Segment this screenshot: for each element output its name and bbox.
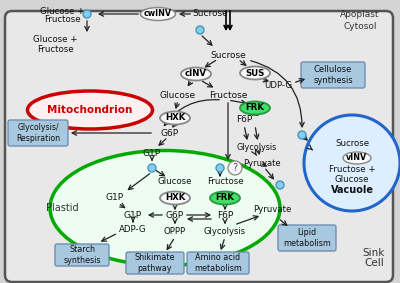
Text: Fructose +: Fructose +	[329, 166, 375, 175]
Text: Pyruvate: Pyruvate	[253, 205, 291, 215]
Text: Starch
synthesis: Starch synthesis	[63, 245, 101, 265]
Text: Cellulose
synthesis: Cellulose synthesis	[313, 65, 353, 85]
Text: Glycolysis: Glycolysis	[204, 228, 246, 237]
Text: Glucose: Glucose	[335, 175, 369, 183]
FancyBboxPatch shape	[187, 252, 249, 274]
Text: ADP-G: ADP-G	[119, 226, 147, 235]
Circle shape	[276, 181, 284, 189]
Text: ?: ?	[232, 163, 238, 173]
Ellipse shape	[343, 152, 371, 164]
Ellipse shape	[160, 112, 190, 125]
Text: HXK: HXK	[165, 194, 185, 203]
Text: Sucrose: Sucrose	[335, 138, 369, 147]
Text: UDP-G: UDP-G	[264, 80, 292, 89]
Ellipse shape	[240, 102, 270, 115]
Text: cINV: cINV	[185, 70, 207, 78]
Text: FRK: FRK	[216, 194, 234, 203]
Text: Fructose: Fructose	[37, 44, 73, 53]
Text: F6P: F6P	[217, 211, 233, 220]
Ellipse shape	[240, 67, 270, 80]
Text: Sucrose: Sucrose	[210, 50, 246, 59]
Text: Fructose: Fructose	[44, 16, 80, 25]
Ellipse shape	[140, 8, 176, 20]
Text: F6P: F6P	[236, 115, 252, 125]
Text: Fructose: Fructose	[209, 91, 247, 100]
Ellipse shape	[50, 151, 280, 265]
Text: cwINV: cwINV	[144, 10, 172, 18]
Text: G6P: G6P	[161, 128, 179, 138]
Circle shape	[304, 115, 400, 211]
FancyBboxPatch shape	[278, 225, 336, 251]
Text: Lipid
metabolism: Lipid metabolism	[283, 228, 331, 248]
Text: Fructose: Fructose	[207, 177, 243, 186]
Text: Glycolysis: Glycolysis	[237, 143, 277, 153]
Text: Glucose +: Glucose +	[33, 35, 77, 44]
Ellipse shape	[210, 192, 240, 205]
Text: Glucose: Glucose	[158, 177, 192, 186]
Circle shape	[148, 164, 156, 172]
FancyBboxPatch shape	[55, 244, 109, 266]
Text: Cytosol: Cytosol	[343, 22, 377, 31]
Text: Vacuole: Vacuole	[330, 185, 374, 195]
Text: Sink: Sink	[363, 248, 385, 258]
Text: Glucose: Glucose	[160, 91, 196, 100]
FancyBboxPatch shape	[126, 252, 184, 274]
Text: G6P: G6P	[166, 211, 184, 220]
Text: Plastid: Plastid	[46, 203, 78, 213]
Text: Apoplast: Apoplast	[340, 10, 380, 19]
Circle shape	[196, 26, 204, 34]
Circle shape	[83, 10, 91, 18]
FancyBboxPatch shape	[301, 62, 365, 88]
Text: G1P: G1P	[124, 211, 142, 220]
Text: Cell: Cell	[364, 258, 384, 268]
FancyBboxPatch shape	[5, 11, 393, 282]
Text: Pyruvate: Pyruvate	[243, 158, 281, 168]
Text: HXK: HXK	[165, 113, 185, 123]
Text: Mitochondrion: Mitochondrion	[47, 105, 133, 115]
Text: G1P: G1P	[143, 149, 161, 158]
Text: OPPP: OPPP	[164, 228, 186, 237]
Ellipse shape	[160, 192, 190, 205]
Text: Glycolysis/
Respiration: Glycolysis/ Respiration	[16, 123, 60, 143]
Circle shape	[216, 164, 224, 172]
Text: Amino acid
metabolism: Amino acid metabolism	[194, 253, 242, 273]
Text: Glucose +: Glucose +	[40, 8, 84, 16]
Text: Shikimate
pathway: Shikimate pathway	[135, 253, 175, 273]
Text: G1P: G1P	[106, 192, 124, 201]
Circle shape	[228, 161, 242, 175]
Ellipse shape	[28, 91, 152, 129]
FancyBboxPatch shape	[8, 120, 68, 146]
Text: SUS: SUS	[245, 68, 265, 78]
Text: vINV: vINV	[346, 153, 368, 162]
Ellipse shape	[181, 68, 211, 80]
Circle shape	[298, 131, 306, 139]
Text: FRK: FRK	[246, 104, 264, 113]
Text: Sucrose: Sucrose	[192, 10, 228, 18]
